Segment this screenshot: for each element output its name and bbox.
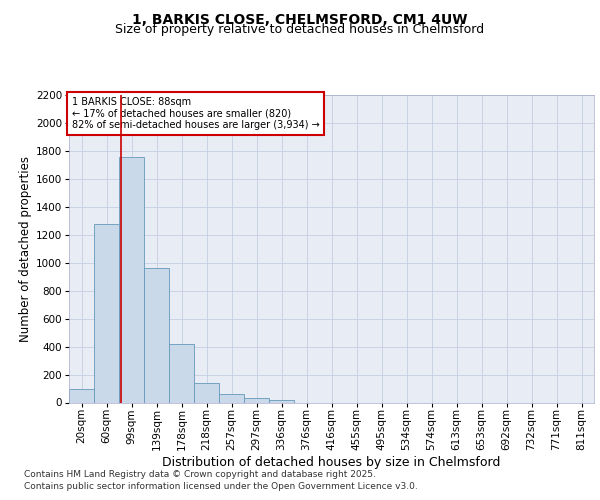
- Bar: [194, 383, 219, 402]
- Bar: [169, 344, 194, 403]
- Bar: [244, 398, 269, 402]
- Text: Contains public sector information licensed under the Open Government Licence v3: Contains public sector information licen…: [24, 482, 418, 491]
- Text: Size of property relative to detached houses in Chelmsford: Size of property relative to detached ho…: [115, 22, 485, 36]
- Text: 1 BARKIS CLOSE: 88sqm
← 17% of detached houses are smaller (820)
82% of semi-det: 1 BARKIS CLOSE: 88sqm ← 17% of detached …: [71, 96, 319, 130]
- Bar: [219, 394, 244, 402]
- Bar: [269, 400, 294, 402]
- Text: Contains HM Land Registry data © Crown copyright and database right 2025.: Contains HM Land Registry data © Crown c…: [24, 470, 376, 479]
- Bar: [119, 156, 144, 402]
- Bar: [144, 268, 169, 402]
- Text: 1, BARKIS CLOSE, CHELMSFORD, CM1 4UW: 1, BARKIS CLOSE, CHELMSFORD, CM1 4UW: [132, 12, 468, 26]
- Y-axis label: Number of detached properties: Number of detached properties: [19, 156, 32, 342]
- Bar: [69, 388, 94, 402]
- Bar: [94, 224, 119, 402]
- X-axis label: Distribution of detached houses by size in Chelmsford: Distribution of detached houses by size …: [163, 456, 500, 468]
